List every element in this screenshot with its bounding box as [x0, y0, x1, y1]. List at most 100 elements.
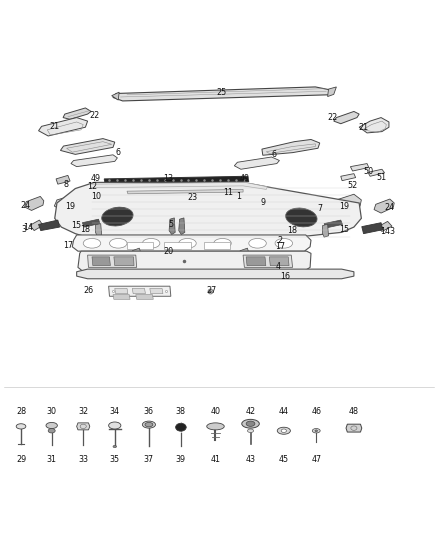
- Text: 21: 21: [49, 122, 60, 131]
- Ellipse shape: [247, 429, 254, 432]
- Polygon shape: [269, 257, 289, 265]
- Polygon shape: [113, 87, 333, 101]
- Polygon shape: [179, 218, 185, 235]
- Text: 6: 6: [271, 150, 276, 159]
- Text: 31: 31: [47, 455, 57, 464]
- Text: 35: 35: [110, 455, 120, 464]
- Polygon shape: [132, 288, 145, 294]
- Ellipse shape: [142, 421, 155, 428]
- Text: 17: 17: [275, 243, 286, 251]
- Polygon shape: [240, 248, 249, 256]
- Text: 18: 18: [81, 225, 90, 234]
- Text: 49: 49: [239, 174, 250, 183]
- Text: 13: 13: [164, 174, 173, 183]
- Polygon shape: [56, 175, 70, 184]
- Text: 3: 3: [21, 225, 27, 234]
- Ellipse shape: [275, 238, 293, 248]
- Text: 24: 24: [385, 203, 395, 212]
- Ellipse shape: [246, 421, 255, 426]
- Text: 28: 28: [16, 407, 26, 416]
- Ellipse shape: [214, 238, 231, 248]
- Ellipse shape: [249, 238, 266, 248]
- Ellipse shape: [142, 238, 160, 248]
- Ellipse shape: [145, 423, 153, 427]
- Text: 45: 45: [279, 455, 289, 464]
- Ellipse shape: [113, 446, 117, 448]
- Text: 50: 50: [364, 166, 374, 175]
- Polygon shape: [368, 169, 385, 176]
- Text: 15: 15: [339, 225, 349, 234]
- Text: 11: 11: [223, 189, 233, 197]
- Polygon shape: [39, 118, 88, 136]
- Polygon shape: [63, 108, 91, 119]
- Ellipse shape: [315, 430, 318, 432]
- Text: 38: 38: [176, 407, 186, 416]
- Polygon shape: [234, 157, 279, 169]
- Text: 44: 44: [279, 407, 289, 416]
- Polygon shape: [77, 269, 354, 279]
- Text: 12: 12: [87, 182, 97, 191]
- Polygon shape: [332, 194, 361, 213]
- Polygon shape: [88, 255, 137, 268]
- Text: 42: 42: [245, 407, 256, 416]
- Polygon shape: [362, 223, 383, 233]
- Text: 29: 29: [16, 455, 26, 464]
- Text: 25: 25: [216, 87, 226, 96]
- Text: 10: 10: [92, 192, 101, 201]
- Text: 30: 30: [47, 407, 57, 416]
- Polygon shape: [109, 286, 171, 296]
- Polygon shape: [114, 257, 134, 265]
- Text: 27: 27: [206, 286, 216, 295]
- Polygon shape: [243, 255, 293, 268]
- Polygon shape: [54, 193, 88, 212]
- Polygon shape: [60, 139, 115, 155]
- Text: 17: 17: [63, 241, 73, 250]
- Polygon shape: [378, 221, 392, 231]
- Polygon shape: [132, 248, 141, 256]
- Polygon shape: [104, 176, 249, 184]
- Polygon shape: [72, 235, 311, 251]
- Polygon shape: [95, 223, 102, 236]
- Polygon shape: [92, 257, 110, 265]
- Polygon shape: [113, 295, 130, 300]
- Polygon shape: [150, 288, 163, 294]
- Polygon shape: [127, 189, 243, 194]
- Ellipse shape: [242, 419, 259, 428]
- Text: 7: 7: [317, 204, 322, 213]
- Ellipse shape: [179, 238, 196, 248]
- Text: 46: 46: [311, 407, 321, 416]
- Text: 15: 15: [71, 221, 82, 230]
- Ellipse shape: [48, 429, 55, 433]
- Ellipse shape: [207, 423, 224, 430]
- Text: 14: 14: [381, 227, 390, 236]
- Text: 6: 6: [116, 148, 121, 157]
- Ellipse shape: [281, 429, 286, 432]
- Text: 20: 20: [163, 247, 174, 256]
- Text: 8: 8: [63, 180, 68, 189]
- Text: 21: 21: [358, 123, 369, 132]
- Ellipse shape: [16, 424, 26, 429]
- Polygon shape: [346, 424, 362, 432]
- Ellipse shape: [102, 207, 133, 226]
- Text: 34: 34: [110, 407, 120, 416]
- Text: 37: 37: [144, 455, 154, 464]
- Ellipse shape: [312, 429, 320, 433]
- Text: 39: 39: [176, 455, 186, 464]
- Polygon shape: [374, 199, 394, 213]
- Text: 32: 32: [78, 407, 88, 416]
- Polygon shape: [328, 87, 336, 96]
- Text: 41: 41: [211, 455, 220, 464]
- Polygon shape: [334, 111, 359, 124]
- Polygon shape: [77, 423, 90, 430]
- Polygon shape: [359, 118, 389, 133]
- Text: 48: 48: [349, 407, 359, 416]
- Polygon shape: [350, 164, 369, 171]
- Polygon shape: [25, 197, 44, 211]
- Polygon shape: [169, 218, 175, 235]
- Ellipse shape: [46, 423, 57, 429]
- Polygon shape: [115, 288, 128, 294]
- Text: 19: 19: [65, 201, 75, 211]
- Ellipse shape: [110, 238, 127, 248]
- Bar: [204, 242, 230, 249]
- Polygon shape: [246, 257, 266, 265]
